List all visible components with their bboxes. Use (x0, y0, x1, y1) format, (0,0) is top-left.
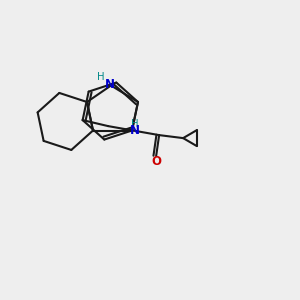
Text: N: N (104, 77, 115, 91)
Text: H: H (97, 72, 104, 82)
Text: N: N (130, 124, 140, 136)
Text: O: O (151, 155, 161, 168)
Text: H: H (131, 119, 139, 129)
